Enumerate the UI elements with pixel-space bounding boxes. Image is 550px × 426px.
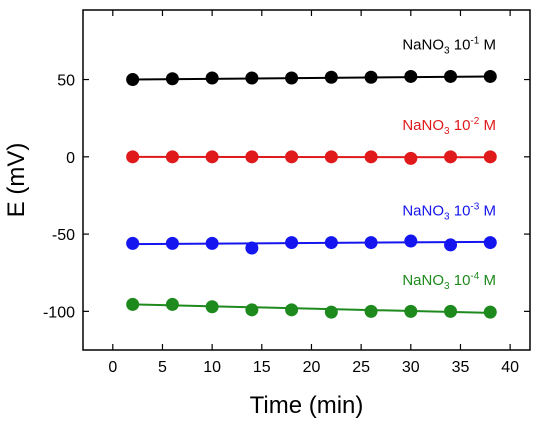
data-point	[483, 69, 497, 83]
data-point	[324, 150, 338, 164]
series-label: NaNO3 10-3 M	[402, 202, 496, 223]
x-tick-label: 35	[452, 359, 470, 376]
series-label-part: 10	[450, 36, 471, 53]
y-tick-label: -50	[52, 227, 75, 244]
x-tick-label: 5	[158, 359, 167, 376]
data-point	[404, 151, 418, 165]
x-tick-label: 40	[501, 359, 519, 376]
x-tick-label: 25	[352, 359, 370, 376]
fit-line	[132, 75, 491, 81]
data-point	[126, 150, 140, 164]
x-tick-label: 20	[303, 359, 321, 376]
data-point	[364, 150, 378, 164]
data-point	[404, 69, 418, 83]
series-label: NaNO3 10-1 M	[402, 35, 496, 56]
series-label-part: NaNO	[402, 117, 444, 134]
data-point	[324, 305, 338, 319]
series-label-part: M	[479, 272, 496, 289]
x-tick-label: 10	[203, 359, 221, 376]
data-point	[324, 236, 338, 250]
data-point	[404, 304, 418, 318]
data-point	[165, 150, 179, 164]
data-point	[245, 150, 259, 164]
data-point	[404, 234, 418, 248]
series	[126, 150, 497, 165]
data-point	[364, 236, 378, 250]
data-point	[165, 72, 179, 86]
series-label-part: NaNO	[402, 203, 444, 220]
data-point	[205, 150, 219, 164]
data-point	[285, 71, 299, 85]
data-point	[245, 71, 259, 85]
series-label-part: M	[479, 117, 496, 134]
axis-ticks: 0 5 10 15 20 25 30 35 40 -100 -50 0 50	[43, 10, 530, 376]
y-tick-label: 0	[66, 150, 75, 167]
x-tick-label: 15	[253, 359, 271, 376]
y-tick-label: 50	[57, 73, 75, 90]
data-point	[285, 236, 299, 250]
data-point	[126, 236, 140, 250]
plot-frame	[82, 9, 531, 351]
data-point	[205, 71, 219, 85]
series-label-part: -2	[470, 116, 479, 127]
series-label-part: 3	[444, 212, 450, 223]
data-point	[444, 238, 458, 252]
series-label-part: M	[479, 36, 496, 53]
series-label-part: 10	[450, 117, 471, 134]
data-point	[324, 70, 338, 84]
series-label: NaNO3 10-2 M	[402, 116, 496, 137]
series-layer	[126, 69, 497, 319]
data-point	[483, 305, 497, 319]
series-label-part: 3	[444, 45, 450, 56]
data-point	[364, 70, 378, 84]
data-point	[245, 241, 259, 255]
data-point	[126, 73, 140, 87]
data-point	[285, 150, 299, 164]
series-label-part: 3	[444, 281, 450, 292]
data-point	[126, 297, 140, 311]
series-label-part: NaNO	[402, 36, 444, 53]
series-label-part: -4	[470, 271, 479, 282]
series-label-part: 3	[444, 126, 450, 137]
data-point	[483, 236, 497, 250]
x-axis-title: Time (min)	[250, 392, 364, 419]
data-point	[444, 304, 458, 318]
data-point	[205, 236, 219, 250]
series-label-part: -1	[470, 35, 479, 46]
fit-line	[132, 303, 491, 314]
x-tick-label: 30	[402, 359, 420, 376]
series	[126, 69, 497, 87]
series-label-part: -3	[470, 202, 479, 213]
series-label: NaNO3 10-4 M	[402, 271, 496, 292]
y-axis-title: E (mV)	[3, 143, 30, 218]
series-label-part: 10	[450, 272, 471, 289]
data-point	[483, 150, 497, 164]
series-label-part: M	[479, 203, 496, 220]
series	[126, 297, 497, 319]
data-point	[245, 303, 259, 317]
data-point	[165, 297, 179, 311]
fit-line	[132, 240, 491, 246]
data-point	[364, 304, 378, 318]
data-point	[165, 236, 179, 250]
series	[126, 234, 497, 255]
data-point	[444, 69, 458, 83]
y-tick-label: -100	[43, 304, 75, 321]
data-point	[444, 150, 458, 164]
data-point	[205, 300, 219, 314]
x-tick-label: 0	[108, 359, 117, 376]
data-point	[285, 303, 299, 317]
series-label-part: 10	[450, 203, 471, 220]
series-label-part: NaNO	[402, 272, 444, 289]
